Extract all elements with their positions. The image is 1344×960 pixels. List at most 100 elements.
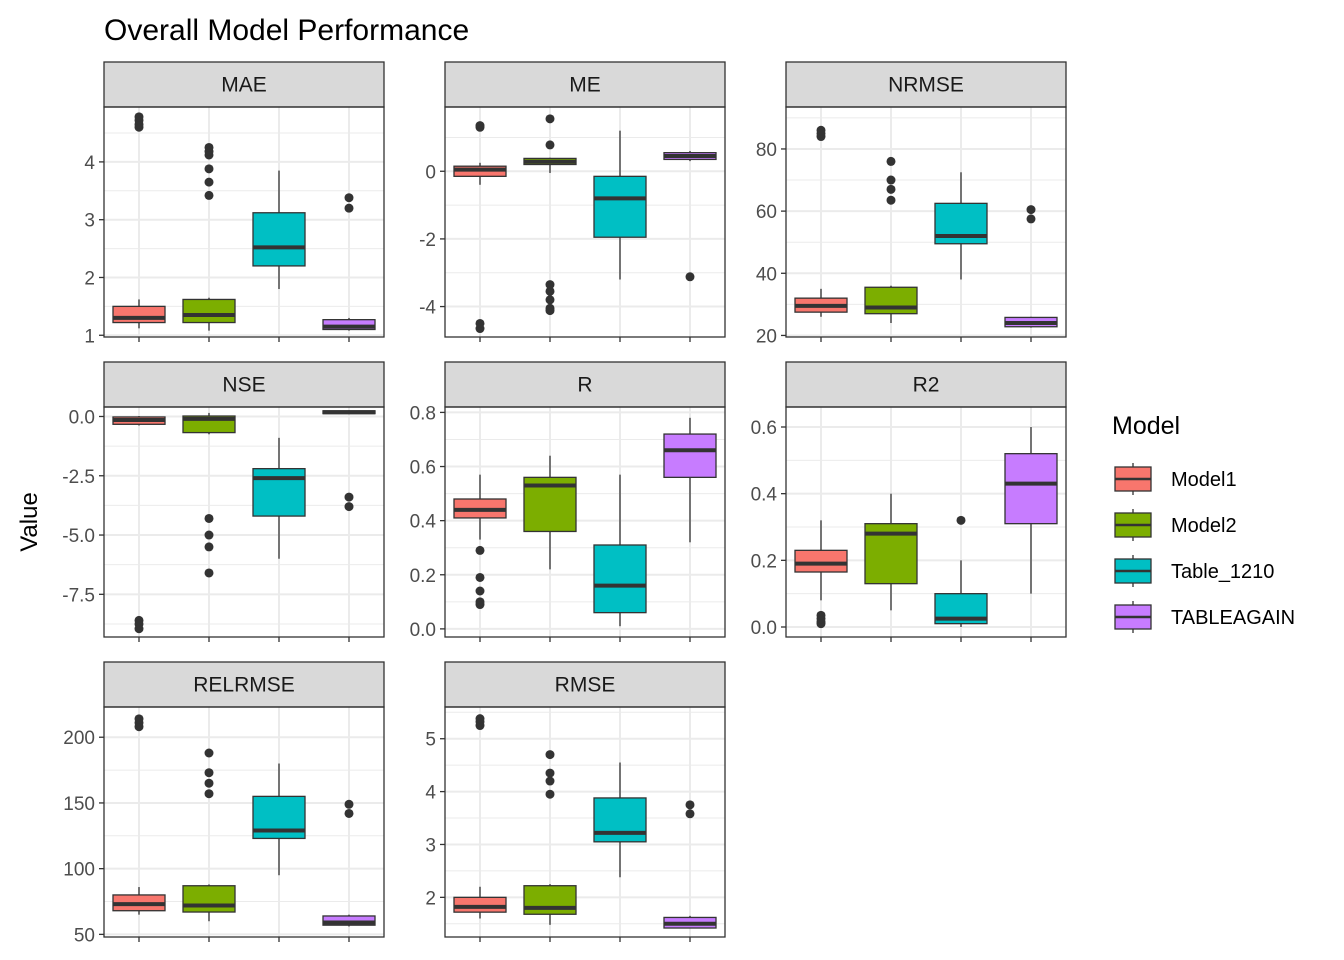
y-axis-label: Value: [16, 492, 43, 552]
outlier-point: [344, 799, 354, 809]
y-tick-label: -7.5: [62, 585, 95, 606]
outlier-point: [204, 542, 214, 552]
facet-nse: NSE -7.5 -5.0 -2.5 0.0: [62, 361, 385, 642]
facet-strip: [103, 661, 385, 708]
box-model2: [182, 412, 236, 578]
outlier-point: [204, 748, 214, 758]
facet-strip-label: NSE: [222, 374, 265, 397]
facet-me: ME -4 -2 0: [419, 61, 726, 342]
legend-entry-tableagain: TABLEAGAIN: [1112, 601, 1295, 633]
legend-label: Model2: [1171, 515, 1237, 537]
outlier-point: [545, 280, 555, 290]
panel-border: [103, 106, 385, 338]
box-tableagain: [663, 417, 717, 543]
facet-strip-label: R2: [913, 374, 940, 397]
box-iqr: [252, 212, 306, 267]
y-tick-label: 150: [63, 794, 95, 815]
facet-nrmse: NRMSE 20 40 60 80: [756, 61, 1067, 347]
box-iqr: [182, 885, 236, 913]
outlier-point: [204, 177, 214, 187]
y-tick-label: 0.4: [410, 512, 437, 533]
facet-strip-label: ME: [569, 74, 601, 97]
legend-label: Table_1210: [1171, 561, 1274, 583]
outlier-point: [545, 789, 555, 799]
y-tick-label: 0.0: [751, 618, 777, 639]
y-tick-label: 4: [425, 783, 436, 804]
outlier-point: [816, 125, 826, 135]
outlier-point: [685, 272, 695, 282]
y-tick-label: 1: [84, 326, 95, 347]
y-tick-label: 0.4: [751, 485, 778, 506]
facet-r2: R2 0.0 0.2 0.4 0.6: [751, 361, 1067, 642]
box-model1: [112, 416, 166, 634]
y-tick-label: 0.6: [751, 418, 777, 439]
box-model1: [453, 474, 507, 610]
facet-rmse: RMSE 2 3 4 5: [425, 661, 726, 942]
y-tick-label: 2: [84, 268, 95, 289]
box-iqr: [182, 298, 236, 324]
y-tick-label: 4: [84, 153, 95, 174]
legend-label: TABLEAGAIN: [1171, 607, 1295, 629]
legend: Model Model1 Model2 Table_1210 TABLEAGAIN: [1112, 412, 1295, 633]
y-tick-label: 100: [63, 860, 95, 881]
y-tick-label: 50: [74, 925, 95, 946]
outlier-point: [1026, 214, 1036, 224]
panel-background: [104, 407, 384, 637]
outlier-point: [475, 545, 485, 555]
panel-border: [103, 406, 385, 638]
box-table_1210: [934, 515, 988, 627]
box-tableagain: [322, 799, 376, 927]
outlier-point: [545, 140, 555, 150]
outlier-point: [134, 624, 144, 634]
outlier-point: [204, 778, 214, 788]
y-tick-label: -2.5: [62, 467, 95, 488]
facet-strip-label: R: [577, 374, 592, 397]
box-model2: [523, 750, 577, 925]
y-tick-label: 0.2: [410, 566, 436, 587]
box-iqr: [112, 305, 166, 324]
outlier-point: [204, 789, 214, 799]
y-tick-label: 60: [756, 202, 777, 223]
outlier-point: [134, 112, 144, 122]
box-iqr: [523, 885, 577, 915]
chart-title: Overall Model Performance: [104, 14, 469, 47]
box-table_1210: [593, 762, 647, 878]
facet-strip: [785, 61, 1067, 108]
box-tableagain: [322, 410, 376, 512]
panel-border: [444, 406, 726, 638]
outlier-point: [685, 809, 695, 819]
y-tick-label: 3: [84, 211, 95, 232]
box-model2: [182, 142, 236, 331]
outlier-point: [475, 586, 485, 596]
box-table_1210: [252, 170, 306, 290]
y-tick-label: 0.2: [751, 551, 777, 572]
box-model2: [864, 493, 918, 611]
box-model1: [112, 112, 166, 329]
outlier-point: [204, 164, 214, 174]
facet-strip-label: RELRMSE: [193, 674, 295, 697]
y-tick-label: 0.0: [410, 620, 436, 641]
outlier-point: [204, 190, 214, 200]
outlier-point: [545, 306, 555, 316]
facet-mae: MAE 1 2 3 4: [84, 61, 385, 347]
outlier-point: [545, 114, 555, 124]
outlier-point: [475, 318, 485, 328]
box-model1: [794, 520, 848, 629]
legend-entry-model2: Model2: [1112, 509, 1237, 541]
y-tick-label: -2: [419, 230, 436, 251]
outlier-point: [956, 515, 966, 525]
legend-label: Model1: [1171, 469, 1237, 491]
box-table_1210: [593, 130, 647, 280]
y-tick-label: 20: [756, 326, 777, 347]
box-iqr: [322, 319, 376, 331]
facets-layer: MAE 1 2 3 4 ME -4 -2 0 NRMSE 20 40 60 80 NSE -7.5 -5.0 -2…: [62, 61, 1067, 946]
facet-strip-label: NRMSE: [888, 74, 964, 97]
facet-strip: [444, 361, 726, 408]
box-iqr: [453, 896, 507, 913]
outlier-point: [685, 800, 695, 810]
panel-background: [445, 107, 725, 337]
outlier-point: [204, 513, 214, 523]
y-tick-label: 0: [425, 162, 436, 183]
facet-strip-label: RMSE: [555, 674, 616, 697]
